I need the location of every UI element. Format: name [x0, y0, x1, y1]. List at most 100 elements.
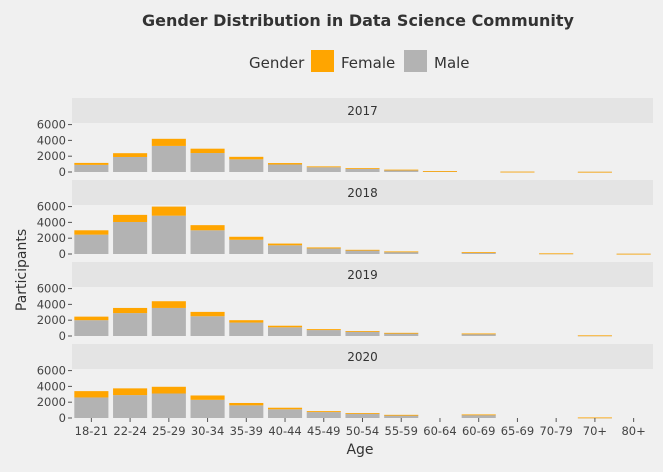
chart-title: Gender Distribution in Data Science Comm… — [142, 11, 575, 30]
bar-male-30-34 — [190, 230, 225, 254]
y-tick-label: 6000 — [37, 282, 66, 296]
bar-male-22-24 — [113, 395, 148, 418]
y-tick-label: 2000 — [37, 231, 66, 245]
x-tick-label: 45-49 — [307, 424, 340, 438]
bar-female-50-54 — [345, 413, 380, 414]
bar-male-30-34 — [190, 316, 225, 336]
bar-male-35-39 — [229, 405, 264, 418]
x-tick-label: 30-34 — [191, 424, 224, 438]
y-tick-label: 0 — [59, 247, 66, 261]
y-tick-label: 2000 — [37, 313, 66, 327]
bar-female-50-54 — [345, 331, 380, 332]
bar-male-50-54 — [345, 413, 380, 418]
bar-male-25-29 — [151, 145, 186, 172]
facet-strip — [72, 344, 653, 369]
bar-male-18-21 — [74, 320, 109, 336]
y-tick-label: 6000 — [37, 364, 66, 378]
bar-male-50-54 — [345, 331, 380, 336]
facet-strip-label: 2020 — [347, 350, 378, 364]
bar-female-22-24 — [113, 307, 148, 314]
bar-male-22-24 — [113, 221, 148, 254]
bar-female-18-21 — [74, 316, 109, 321]
bar-female-45-49 — [306, 411, 341, 413]
bar-female-35-39 — [229, 402, 264, 406]
bar-female-60-69 — [461, 414, 496, 416]
y-axis-label: Participants — [14, 229, 30, 311]
bar-female-25-29 — [151, 138, 186, 146]
x-tick-label: 35-39 — [230, 424, 263, 438]
bar-male-45-49 — [306, 248, 341, 254]
bar-male-18-21 — [74, 164, 109, 172]
x-tick-label: 60-64 — [423, 424, 456, 438]
y-tick-label: 0 — [59, 329, 66, 343]
facet-strip — [72, 180, 653, 205]
bar-male-45-49 — [306, 412, 341, 418]
bar-male-60-69 — [461, 252, 496, 254]
bar-female-35-39 — [229, 320, 264, 323]
bar-female-60-64 — [422, 171, 458, 172]
bar-female-45-49 — [306, 247, 341, 249]
x-tick-label: 55-59 — [385, 424, 418, 438]
bar-male-25-29 — [151, 393, 186, 418]
bar-male-25-29 — [151, 307, 186, 336]
y-tick-label: 0 — [59, 411, 66, 425]
bar-female-45-49 — [306, 166, 341, 168]
bar-female-50-54 — [345, 168, 380, 169]
y-tick-label: 6000 — [37, 200, 66, 214]
bar-female-50-54 — [345, 249, 380, 251]
facet-strip — [72, 98, 653, 123]
facet-strip-label: 2018 — [347, 186, 378, 200]
bar-female-55-59 — [384, 332, 419, 334]
bar-female-30-34 — [190, 395, 225, 400]
bar-male-60-69 — [461, 333, 496, 336]
bar-female-80+ — [616, 253, 651, 255]
bar-male-22-24 — [113, 156, 148, 172]
bar-male-60-69 — [461, 414, 496, 418]
x-tick-label: 22-24 — [113, 424, 146, 438]
x-tick-label: 18-21 — [75, 424, 108, 438]
facet-strip-label: 2019 — [347, 268, 378, 282]
x-axis-label: Age — [346, 442, 373, 458]
y-tick-label: 0 — [59, 165, 66, 179]
legend-title: Gender — [249, 54, 305, 72]
y-tick-label: 2000 — [37, 149, 66, 163]
bar-female-70+ — [577, 417, 612, 419]
bar-male-25-29 — [151, 215, 186, 254]
bar-female-22-24 — [113, 153, 148, 157]
bar-male-40-44 — [267, 327, 303, 336]
bar-male-55-59 — [384, 169, 419, 172]
bar-female-35-39 — [229, 156, 264, 160]
bar-female-55-59 — [384, 251, 419, 253]
bar-male-50-54 — [345, 168, 380, 172]
bar-female-35-39 — [229, 236, 264, 240]
x-axis-ticks: 18-21 22-24 25-29 30-34 35-39 40-44 45-49 50-54… — [75, 418, 646, 438]
bar-female-45-49 — [306, 329, 341, 331]
y-tick-label: 4000 — [37, 215, 66, 229]
bar-male-45-49 — [306, 167, 341, 172]
x-tick-label: 70+ — [583, 424, 607, 438]
y-tick-label: 4000 — [37, 133, 66, 147]
bar-male-30-34 — [190, 399, 225, 418]
bar-female-22-24 — [113, 388, 148, 396]
y-tick-label: 4000 — [37, 297, 66, 311]
bar-male-55-59 — [384, 415, 419, 418]
bar-female-55-59 — [384, 414, 419, 416]
bar-female-40-44 — [267, 243, 303, 246]
legend-label-male: Male — [434, 54, 470, 72]
facet-panels: 2017020004000600020180200040006000201902… — [37, 98, 653, 425]
bar-male-50-54 — [345, 250, 380, 254]
bar-female-65-69 — [500, 171, 535, 173]
x-tick-label: 70-79 — [539, 424, 572, 438]
facet-strip — [72, 262, 653, 287]
bar-male-45-49 — [306, 330, 341, 336]
bar-female-18-21 — [74, 162, 109, 165]
bar-male-40-44 — [267, 245, 303, 254]
bar-female-70+ — [577, 171, 612, 173]
bar-female-18-21 — [74, 230, 109, 235]
bar-female-40-44 — [267, 407, 303, 410]
bar-female-18-21 — [74, 391, 109, 398]
bar-male-55-59 — [384, 251, 419, 254]
